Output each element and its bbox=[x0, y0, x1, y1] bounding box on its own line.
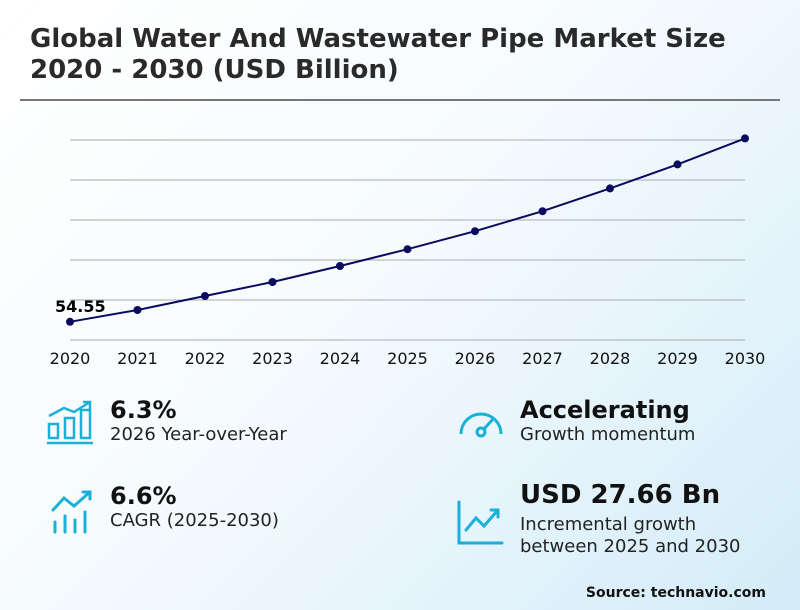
x-tick-label: 2028 bbox=[590, 349, 631, 368]
x-tick-label: 2024 bbox=[320, 349, 361, 368]
stat-value: 6.3% bbox=[110, 396, 177, 424]
x-tick-label: 2026 bbox=[455, 349, 496, 368]
bar-chart-up-icon bbox=[47, 400, 93, 445]
title-line-1: Global Water And Wastewater Pipe Market … bbox=[30, 24, 726, 54]
stat-label-line-1: Incremental growth bbox=[520, 514, 697, 535]
series-line bbox=[69, 137, 746, 323]
stat-value: Accelerating bbox=[520, 396, 690, 424]
x-tick-label: 2027 bbox=[522, 349, 563, 368]
data-point-2024 bbox=[336, 262, 344, 270]
stat-momentum: Accelerating Growth momentum bbox=[520, 396, 695, 446]
x-tick-label: 2020 bbox=[50, 349, 91, 368]
gauge-icon bbox=[459, 412, 503, 438]
line-chart: 2020 2021 2022 2023 2024 2025 2026 2027 2028 2029… bbox=[50, 134, 766, 368]
data-label-2020: 54.55 bbox=[55, 297, 106, 316]
stat-yoy: 6.3% 2026 Year-over-Year bbox=[110, 396, 287, 446]
data-point-2025 bbox=[403, 245, 412, 254]
stat-label: CAGR (2025-2030) bbox=[110, 510, 279, 531]
data-point-2022 bbox=[201, 292, 209, 300]
x-tick-label: 2021 bbox=[117, 349, 158, 368]
title-line-2: 2020 - 2030 (USD Billion) bbox=[30, 55, 399, 85]
data-point-2021 bbox=[133, 306, 142, 314]
data-point-2027 bbox=[538, 207, 547, 216]
x-tick-label: 2025 bbox=[387, 349, 428, 368]
data-point-2023 bbox=[268, 278, 277, 286]
x-tick-label: 2029 bbox=[657, 349, 698, 368]
data-point-2029 bbox=[673, 160, 682, 169]
line-chart-icon bbox=[457, 500, 504, 545]
stat-value: 6.6% bbox=[110, 482, 177, 510]
title-divider bbox=[20, 99, 780, 101]
data-point-2028 bbox=[606, 184, 614, 193]
stat-label-line-2: between 2025 and 2030 bbox=[520, 536, 741, 557]
stat-value: USD 27.66 Bn bbox=[520, 480, 721, 510]
chart-title: Global Water And Wastewater Pipe Market … bbox=[30, 24, 726, 86]
stat-incremental: USD 27.66 Bn Incremental growth between … bbox=[520, 480, 740, 558]
source-note: Source: technavio.com bbox=[585, 585, 766, 601]
x-tick-label: 2023 bbox=[252, 349, 293, 368]
stat-cagr: 6.6% CAGR (2025-2030) bbox=[110, 482, 279, 532]
x-tick-label: 2022 bbox=[185, 349, 226, 368]
stat-label: Growth momentum bbox=[520, 424, 696, 445]
data-point-2026 bbox=[471, 227, 479, 236]
stat-label: 2026 Year-over-Year bbox=[110, 424, 287, 445]
data-point-2030 bbox=[741, 134, 749, 143]
x-tick-label: 2030 bbox=[725, 349, 766, 368]
data-point-2020 bbox=[66, 317, 74, 326]
trend-bars-icon bbox=[51, 490, 92, 534]
